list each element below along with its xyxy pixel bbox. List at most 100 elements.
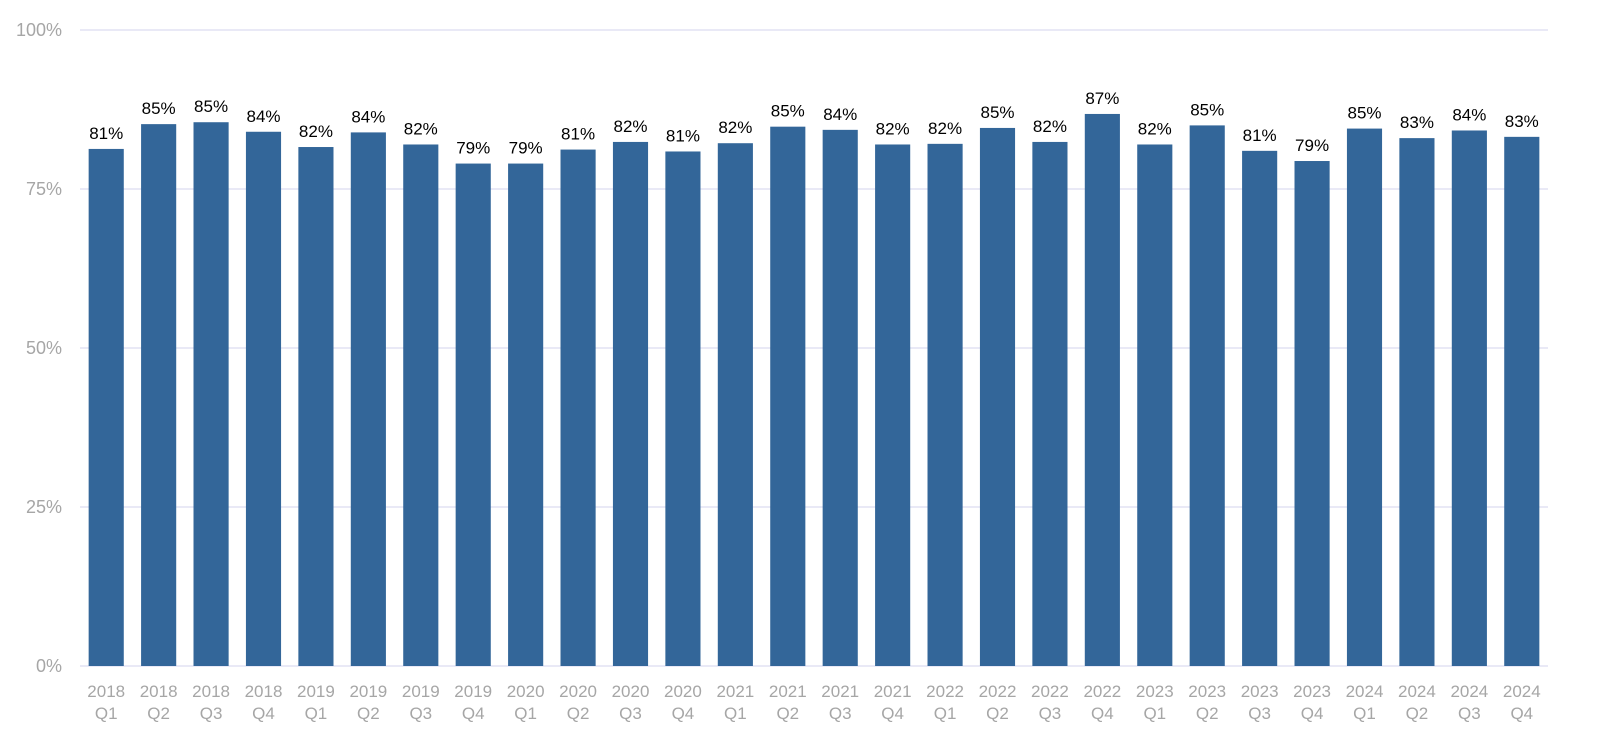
x-tick-label-year: 2023: [1293, 682, 1331, 701]
x-tick-label-year: 2021: [769, 682, 807, 701]
bars: [88, 113, 1540, 667]
data-label: 85%: [1190, 100, 1224, 119]
x-tick-label-year: 2019: [297, 682, 335, 701]
x-tick-label-year: 2019: [454, 682, 492, 701]
x-tick-label-quarter: Q4: [1510, 704, 1533, 723]
bar: [298, 147, 334, 667]
data-label: 79%: [1295, 136, 1329, 155]
x-tick-label-quarter: Q4: [252, 704, 275, 723]
x-tick-label-year: 2024: [1398, 682, 1436, 701]
data-label: 85%: [771, 102, 805, 121]
x-tick-label-quarter: Q3: [1039, 704, 1062, 723]
bar: [770, 126, 806, 666]
y-tick-label: 25%: [26, 497, 62, 517]
data-label: 82%: [299, 122, 333, 141]
bar: [875, 144, 911, 667]
x-tick-label-quarter: Q1: [934, 704, 957, 723]
data-label: 81%: [89, 124, 123, 143]
data-label: 83%: [1505, 112, 1539, 131]
x-tick-label-year: 2021: [874, 682, 912, 701]
x-tick-label-year: 2020: [612, 682, 650, 701]
data-label: 81%: [666, 126, 700, 145]
bar: [560, 149, 596, 666]
x-tick-label-year: 2018: [140, 682, 178, 701]
data-label: 84%: [351, 107, 385, 126]
data-label: 81%: [1243, 126, 1277, 145]
y-tick-label: 100%: [16, 20, 62, 40]
x-tick-label-year: 2021: [821, 682, 859, 701]
data-label: 85%: [1347, 104, 1381, 123]
data-label: 84%: [823, 105, 857, 124]
bar: [1032, 141, 1068, 666]
x-tick-label-quarter: Q4: [462, 704, 485, 723]
bar: [403, 144, 439, 667]
data-label: 83%: [1400, 113, 1434, 132]
bar: [193, 122, 229, 667]
bar: [1504, 136, 1540, 666]
x-tick-label-quarter: Q1: [1143, 704, 1166, 723]
data-label: 84%: [246, 107, 280, 126]
x-tick-label-quarter: Q2: [147, 704, 170, 723]
x-tick-label-year: 2022: [1083, 682, 1121, 701]
bar: [1189, 125, 1225, 666]
x-tick-label-quarter: Q2: [357, 704, 380, 723]
x-tick-label-quarter: Q3: [619, 704, 642, 723]
x-tick-label-quarter: Q2: [567, 704, 590, 723]
bar: [141, 124, 177, 667]
bar: [612, 141, 649, 666]
data-label: 82%: [1138, 119, 1172, 138]
y-tick-label: 50%: [26, 338, 62, 358]
x-tick-label-quarter: Q2: [1406, 704, 1429, 723]
data-label: 82%: [928, 119, 962, 138]
bar: [927, 143, 963, 666]
x-tick-label-year: 2024: [1450, 682, 1488, 701]
bar: [1399, 138, 1435, 666]
data-label: 79%: [509, 139, 543, 158]
bar: [1346, 128, 1383, 666]
bar: [1451, 130, 1487, 666]
x-tick-label-year: 2022: [979, 682, 1017, 701]
data-label: 82%: [1033, 117, 1067, 136]
y-axis: 0% 25% 50% 75% 100%: [16, 20, 62, 676]
x-tick-label-year: 2022: [1031, 682, 1069, 701]
data-label: 82%: [613, 117, 647, 136]
x-tick-label-quarter: Q2: [986, 704, 1009, 723]
data-label: 82%: [718, 118, 752, 137]
y-tick-label: 75%: [26, 179, 62, 199]
x-tick-label-year: 2019: [402, 682, 440, 701]
x-tick-label-year: 2024: [1346, 682, 1384, 701]
x-tick-label-year: 2021: [716, 682, 754, 701]
x-tick-label-quarter: Q3: [1248, 704, 1271, 723]
x-tick-label-year: 2024: [1503, 682, 1541, 701]
x-tick-label-quarter: Q2: [776, 704, 799, 723]
x-tick-label-quarter: Q4: [881, 704, 904, 723]
data-label: 82%: [404, 119, 438, 138]
bar: [350, 132, 386, 666]
x-tick-label-year: 2020: [559, 682, 597, 701]
bar: [822, 129, 858, 667]
y-tick-label: 0%: [36, 656, 62, 676]
bar: [717, 143, 753, 666]
x-tick-label-quarter: Q1: [1353, 704, 1376, 723]
x-tick-label-year: 2022: [926, 682, 964, 701]
bar: [1084, 113, 1120, 666]
data-label: 85%: [980, 103, 1014, 122]
x-tick-label-quarter: Q2: [1196, 704, 1219, 723]
x-tick-label-year: 2018: [192, 682, 230, 701]
data-label: 85%: [194, 97, 228, 116]
x-tick-label-quarter: Q3: [1458, 704, 1481, 723]
data-label: 79%: [456, 139, 490, 158]
bar: [455, 163, 491, 666]
x-tick-label-quarter: Q4: [1091, 704, 1114, 723]
x-tick-label-year: 2023: [1136, 682, 1174, 701]
bar: [245, 131, 282, 666]
bar: [1294, 161, 1330, 667]
data-label: 85%: [142, 99, 176, 118]
x-tick-label-quarter: Q1: [95, 704, 118, 723]
bar: [979, 127, 1016, 667]
bar: [508, 163, 544, 666]
bar: [1137, 144, 1173, 667]
x-tick-label-year: 2023: [1241, 682, 1279, 701]
x-tick-label-year: 2018: [87, 682, 125, 701]
